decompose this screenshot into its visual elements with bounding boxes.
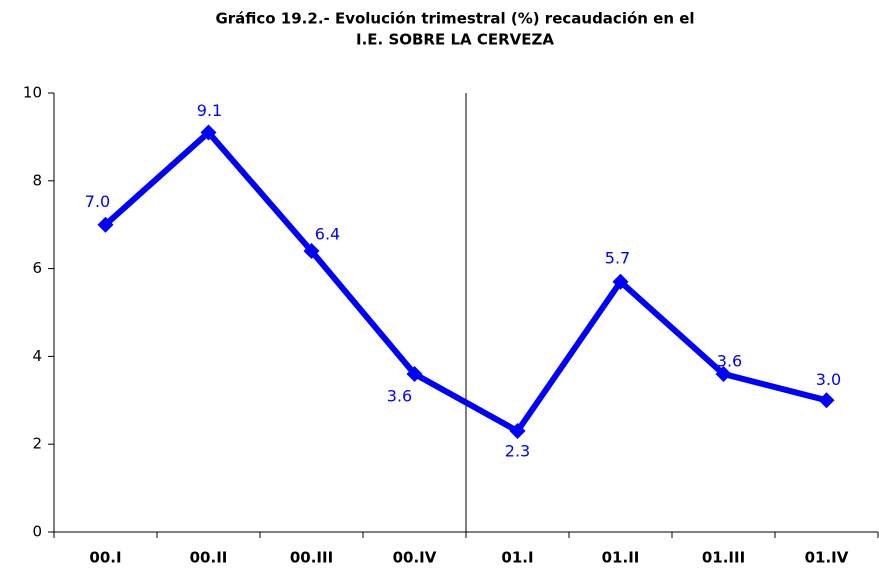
marker bbox=[509, 423, 526, 440]
x-tick-label: 01.III bbox=[702, 549, 745, 567]
y-tick-label: 8 bbox=[32, 171, 42, 189]
y-tick-label: 6 bbox=[32, 259, 42, 277]
x-tick-label: 01.IV bbox=[805, 549, 849, 567]
data-label: 5.7 bbox=[605, 248, 630, 267]
marker bbox=[97, 216, 114, 233]
y-tick-label: 4 bbox=[32, 347, 42, 365]
data-label: 3.0 bbox=[816, 370, 841, 389]
y-tick-label: 2 bbox=[32, 435, 42, 453]
marker bbox=[406, 365, 423, 382]
data-label: 6.4 bbox=[315, 225, 340, 244]
marker bbox=[200, 124, 217, 141]
y-tick-label: 10 bbox=[23, 84, 42, 102]
data-label: 3.6 bbox=[387, 386, 412, 405]
y-tick-label: 0 bbox=[32, 523, 42, 541]
x-tick-label: 01.II bbox=[602, 549, 640, 567]
x-tick-label: 00.I bbox=[89, 549, 121, 567]
marker bbox=[715, 365, 732, 382]
x-tick-label: 00.III bbox=[290, 549, 333, 567]
data-label: 9.1 bbox=[197, 101, 222, 120]
marker bbox=[612, 273, 629, 290]
data-label: 7.0 bbox=[85, 192, 110, 211]
chart-title: Gráfico 19.2.- Evolución trimestral (%) … bbox=[215, 10, 694, 28]
chart-title: I.E. SOBRE LA CERVEZA bbox=[356, 31, 554, 49]
x-tick-label: 00.IV bbox=[393, 549, 437, 567]
line bbox=[103, 129, 828, 435]
x-tick-label: 00.II bbox=[190, 549, 228, 567]
data-label: 2.3 bbox=[505, 442, 530, 461]
x-tick-label: 01.I bbox=[501, 549, 533, 567]
data-label: 3.6 bbox=[717, 351, 742, 370]
marker bbox=[818, 392, 835, 409]
marker bbox=[303, 243, 320, 260]
